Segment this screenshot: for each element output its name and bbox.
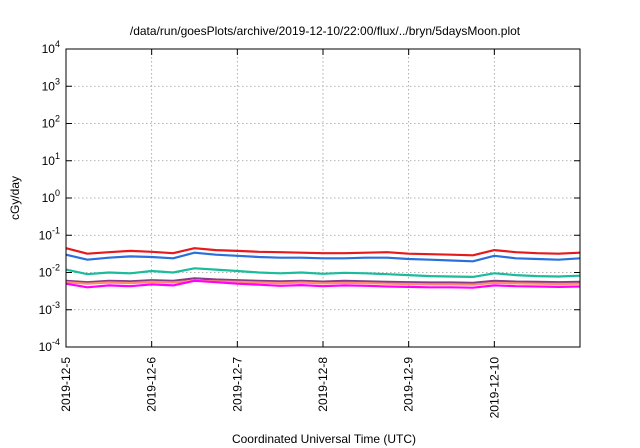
- series-line-3: [65, 279, 581, 286]
- x-tick-label: 2019-12-10: [487, 357, 501, 419]
- y-tick-label: 10-2: [39, 263, 60, 280]
- x-tick-label: 2019-12-9: [402, 357, 416, 412]
- series-line-1: [65, 247, 581, 257]
- x-tick-label: 2019-12-5: [59, 357, 73, 412]
- y-tick-label: 10-4: [39, 337, 60, 354]
- x-tick-label: 2019-12-6: [145, 357, 159, 412]
- y-tick-label: 10-3: [39, 300, 60, 317]
- x-axis-label: Coordinated Universal Time (UTC): [232, 432, 416, 446]
- x-tick-label: 2019-12-8: [316, 357, 330, 412]
- series-line-6: [65, 279, 581, 289]
- y-axis-label: cGy/day: [8, 176, 22, 220]
- x-tick-label: 2019-12-7: [230, 357, 244, 412]
- y-tick-label: 104: [42, 39, 60, 56]
- y-tick-label: 101: [42, 151, 60, 168]
- y-axis: 10-4 10-3 10-2 10-1 100 101 102 103 104: [39, 39, 580, 354]
- series-layer: [65, 247, 581, 289]
- series-line-2: [65, 277, 581, 284]
- y-tick-label: 100: [42, 188, 60, 205]
- y-tick-label: 10-1: [39, 225, 60, 242]
- series-line-5: [65, 251, 581, 263]
- x-axis: 2019-12-5 2019-12-6 2019-12-7 2019-12-8 2019…: [59, 49, 501, 418]
- y-tick-label: 102: [42, 114, 60, 131]
- chart-title: /data/run/goesPlots/archive/2019-12-10/2…: [130, 24, 521, 38]
- y-tick-label: 103: [42, 76, 60, 93]
- series-line-4: [65, 267, 581, 278]
